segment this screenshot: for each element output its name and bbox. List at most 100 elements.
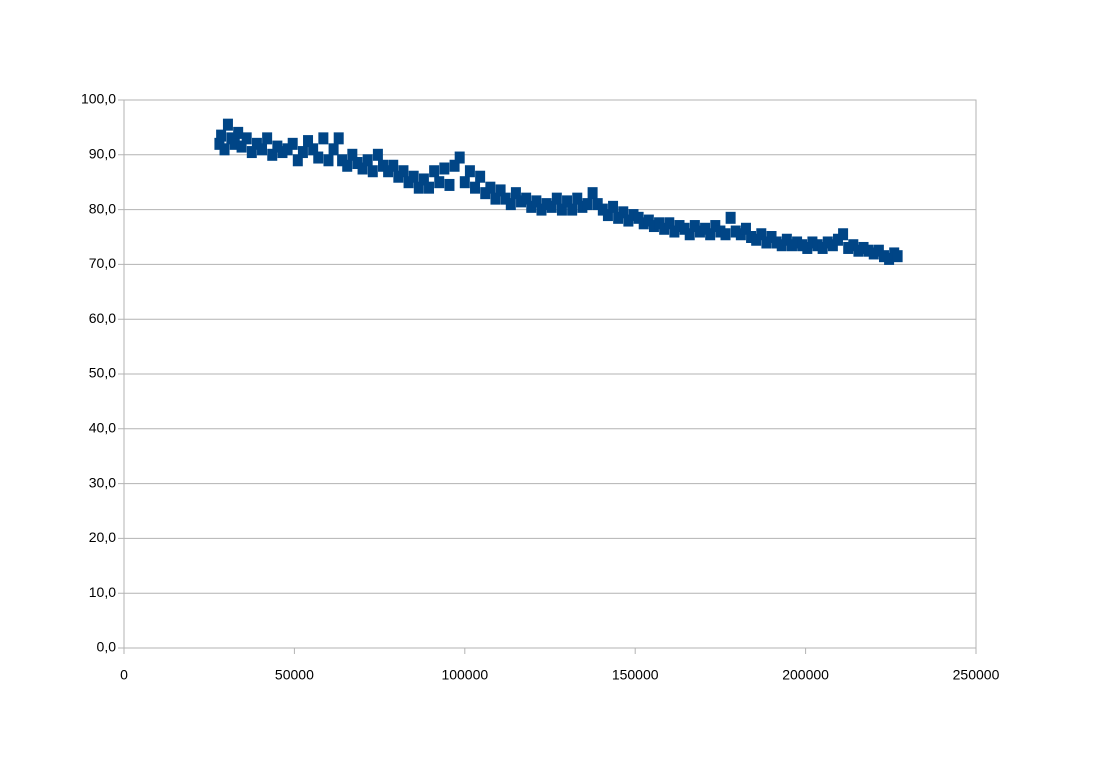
marker [659, 222, 670, 235]
marker [551, 192, 562, 205]
marker [613, 211, 624, 224]
marker [485, 181, 496, 194]
marker [495, 184, 506, 197]
marker [352, 157, 363, 170]
marker [669, 225, 680, 238]
marker [878, 250, 889, 263]
marker [510, 187, 521, 200]
marker [222, 118, 233, 131]
marker [262, 132, 273, 145]
marker [700, 222, 711, 235]
marker [674, 220, 685, 233]
marker [403, 176, 414, 189]
marker [434, 176, 445, 189]
marker [623, 214, 634, 227]
marker [297, 146, 308, 159]
marker [822, 236, 833, 249]
marker [328, 143, 339, 156]
marker [536, 203, 547, 216]
marker [292, 154, 303, 167]
x-tick-label: 250000 [953, 667, 1000, 683]
marker [648, 220, 659, 233]
marker [863, 244, 874, 257]
marker [771, 236, 782, 249]
marker [398, 165, 409, 178]
marker [797, 239, 808, 252]
marker [459, 176, 470, 189]
marker [608, 200, 619, 213]
marker [287, 137, 298, 150]
marker [393, 170, 404, 183]
marker [562, 195, 573, 208]
marker [587, 187, 598, 200]
marker [633, 211, 644, 224]
marker [282, 143, 293, 156]
marker [746, 231, 757, 243]
marker [444, 178, 455, 191]
marker [807, 236, 818, 249]
marker [308, 143, 319, 156]
marker [526, 200, 537, 213]
marker [827, 239, 838, 252]
marker [372, 148, 383, 161]
marker [383, 165, 394, 178]
marker [725, 211, 736, 224]
y-tick-label: 50,0 [89, 365, 116, 381]
marker [233, 126, 244, 139]
marker [582, 198, 593, 211]
marker [597, 203, 608, 216]
marker [516, 195, 527, 208]
marker [643, 214, 654, 227]
marker [439, 162, 450, 175]
marker [531, 195, 542, 208]
marker [505, 198, 516, 211]
marker [454, 151, 465, 164]
marker [602, 209, 613, 222]
marker [628, 209, 639, 222]
marker [333, 132, 344, 145]
marker [424, 181, 435, 194]
marker [776, 239, 787, 252]
marker [705, 228, 716, 241]
marker [735, 228, 746, 241]
marker [618, 206, 629, 219]
marker [313, 151, 324, 164]
marker [418, 173, 429, 186]
marker [892, 250, 903, 263]
marker [710, 220, 721, 233]
marker [449, 159, 460, 172]
y-tick-label: 80,0 [89, 200, 116, 216]
y-tick-label: 0,0 [97, 639, 117, 655]
marker [216, 129, 227, 142]
marker [546, 200, 557, 213]
marker [362, 154, 373, 167]
y-tick-label: 20,0 [89, 529, 116, 545]
marker [684, 228, 695, 241]
y-tick-label: 10,0 [89, 584, 116, 600]
marker [756, 228, 767, 241]
marker [367, 165, 378, 178]
marker [413, 181, 424, 194]
marker [388, 159, 399, 172]
marker [679, 222, 690, 235]
marker [817, 241, 828, 254]
marker [858, 241, 869, 254]
x-tick-label: 50000 [275, 667, 314, 683]
x-tick-label: 100000 [441, 667, 488, 683]
marker [730, 225, 741, 238]
marker [786, 239, 797, 252]
marker [664, 217, 675, 230]
marker [521, 192, 532, 205]
marker [303, 135, 314, 148]
marker [761, 236, 772, 249]
marker [873, 244, 884, 257]
marker [408, 170, 419, 183]
marker [229, 137, 240, 150]
marker [470, 181, 481, 194]
marker [720, 228, 731, 241]
y-tick-label: 60,0 [89, 310, 116, 326]
y-tick-label: 90,0 [89, 146, 116, 162]
marker [843, 241, 854, 254]
marker [838, 228, 849, 241]
